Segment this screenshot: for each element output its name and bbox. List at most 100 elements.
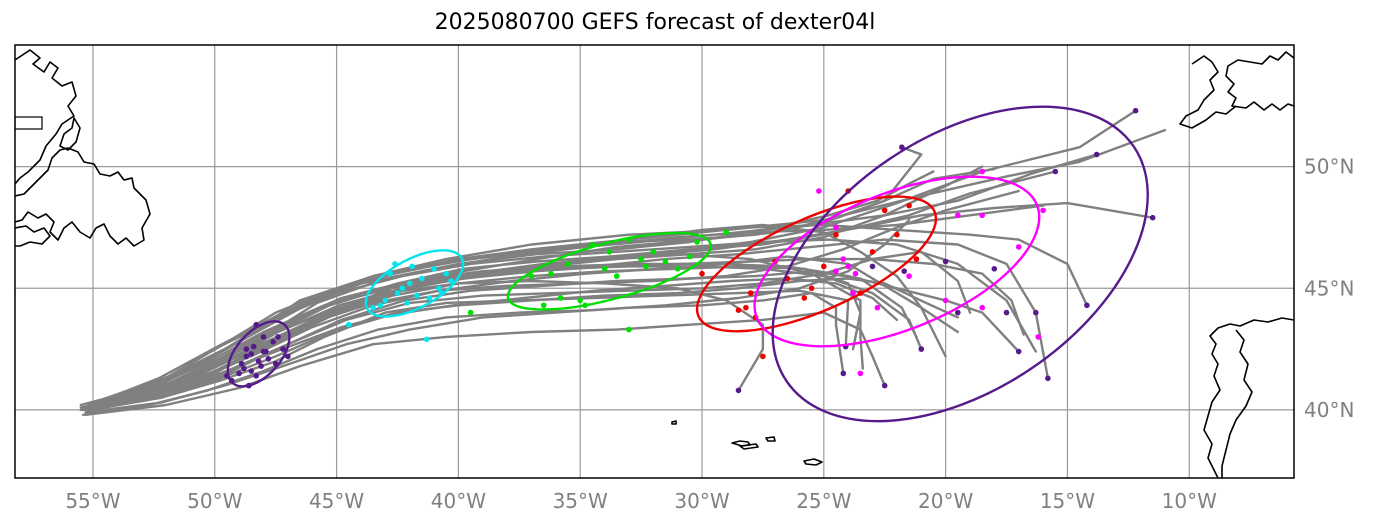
ensemble-position-dot [577,297,583,304]
ensemble-position-dot [852,270,859,277]
ensemble-position-dot [260,348,267,355]
ensemble-position-dot [662,258,669,265]
ensemble-position-dot [248,368,255,374]
ensemble-position-dot [723,229,730,236]
ensemble-position-dot [979,212,985,219]
azores-island-4 [765,436,776,442]
ensemble-position-dot [991,266,998,272]
azores-island-3 [739,443,759,450]
newfoundland-island-coastline [15,147,151,247]
lon-tick-label: 45°W [309,489,364,513]
ensemble-position-dot [743,304,749,311]
ensemble-position-dot [687,253,693,260]
ensemble-position-dot [528,273,535,279]
ensemble-position-dot [1045,375,1051,382]
ensemble-position-dot [840,370,847,377]
ensemble-position-dot [1040,207,1046,214]
ensemble-position-dot [942,297,949,304]
ensemble-position-dot [857,370,864,377]
ensemble-position-dot [638,256,644,262]
ensemble-track-line [84,291,845,414]
ensemble-position-dot [850,290,856,296]
ensemble-position-dot [626,326,632,333]
ensemble-position-dot [601,266,608,272]
ensemble-position-dot [565,261,571,267]
ensemble-positions [224,107,1156,394]
ensemble-track-line [91,270,918,412]
ensemble-position-dot [253,373,259,379]
ensemble-position-dot [694,239,700,245]
ensemble-position-dot [236,370,242,377]
ensemble-position-dot [540,302,547,309]
ensemble-position-dot [467,309,474,316]
ensemble-position-dot [906,202,912,209]
ensemble-position-dot [431,266,437,272]
ensemble-track-line [82,204,1045,409]
map-frame [14,44,1295,479]
gridlines [15,45,1294,478]
lon-tick-label: 30°W [674,489,729,513]
ensemble-position-dot [382,297,389,304]
ensemble-position-dot [979,168,985,175]
ensemble-position-dot [238,360,245,367]
ensemble-position-dot [557,295,564,301]
ensemble-spread-ellipse [771,105,1149,423]
lat-tick-label: 40°N [1304,398,1354,422]
ensemble-position-dot [606,249,613,255]
ensemble-position-dot [409,263,415,270]
ensemble-position-dot [955,309,961,316]
ensemble-position-dot [275,334,281,340]
ensemble-position-dot [1093,151,1100,158]
lon-tick-label: 35°W [553,489,608,513]
coastlines [15,49,1294,478]
ensemble-position-dot [1132,107,1139,114]
ensemble-position-dot [833,268,839,275]
ensemble-track-line [79,201,1154,409]
ensemble-track-line [84,257,1025,409]
lat-tick-label: 50°N [1304,155,1354,179]
ensemble-position-dot [874,304,881,311]
ensemble-position-dot [808,285,815,292]
ensemble-position-dot [918,346,925,352]
lon-tick-label: 20°W [918,489,973,513]
newfoundland-coastline [15,49,77,185]
ensemble-position-dot [833,224,839,231]
ensemble-position-dot [881,382,888,389]
ensemble-position-dot [942,258,949,265]
ensemble-position-dot [243,353,250,360]
ensemble-position-dot [241,365,247,372]
ensemble-position-dot [899,144,905,150]
lon-tick-label: 25°W [796,489,851,513]
ensemble-position-dot [816,188,822,194]
ensemble-position-dot [869,263,876,270]
iberia-coastline [1203,317,1294,478]
ensemble-spread-ellipse [226,320,291,388]
ensemble-position-dot [760,353,766,360]
ensemble-position-dot [845,263,851,270]
ensemble-position-dot [250,343,257,350]
lat-tick-label: 45°N [1304,276,1354,300]
ensemble-position-dot [1015,244,1022,250]
ensemble-position-dot [979,304,985,311]
ensemble-position-dot [913,256,920,262]
ensemble-position-dot [747,290,754,296]
ensemble-position-dot [1052,168,1059,175]
ensemble-position-dot [419,275,425,282]
ensemble-position-dot [394,290,401,296]
ensemble-position-dot [735,307,742,314]
inset-box [15,116,43,130]
ensemble-position-dot [1033,309,1039,316]
ensemble-position-dot [894,231,900,238]
ensemble-position-dot [1015,348,1022,355]
ensemble-position-dot [1149,214,1156,221]
lon-tick-label: 40°W [431,489,486,513]
ensemble-position-dot [414,292,420,299]
iberia-inner-coastline [1221,329,1253,478]
lon-tick-label: 50°W [187,489,242,513]
ensemble-position-dot [423,336,430,343]
ensemble-position-dot [869,249,876,255]
ensemble-position-dot [285,353,291,360]
ensemble-spread-ellipse [506,231,713,311]
ensemble-position-dot [901,268,907,275]
